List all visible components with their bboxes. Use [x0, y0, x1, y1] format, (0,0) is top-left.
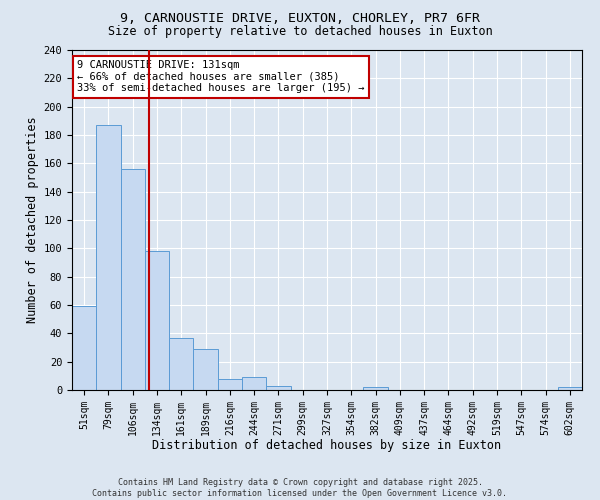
Bar — [558, 387, 582, 390]
X-axis label: Distribution of detached houses by size in Euxton: Distribution of detached houses by size … — [152, 439, 502, 452]
Text: 9, CARNOUSTIE DRIVE, EUXTON, CHORLEY, PR7 6FR: 9, CARNOUSTIE DRIVE, EUXTON, CHORLEY, PR… — [120, 12, 480, 26]
Bar — [266, 386, 290, 390]
Bar — [218, 378, 242, 390]
Text: 9 CARNOUSTIE DRIVE: 131sqm
← 66% of detached houses are smaller (385)
33% of sem: 9 CARNOUSTIE DRIVE: 131sqm ← 66% of deta… — [77, 60, 365, 94]
Bar — [242, 378, 266, 390]
Y-axis label: Number of detached properties: Number of detached properties — [26, 116, 40, 324]
Text: Contains HM Land Registry data © Crown copyright and database right 2025.
Contai: Contains HM Land Registry data © Crown c… — [92, 478, 508, 498]
Bar — [364, 387, 388, 390]
Bar — [145, 251, 169, 390]
Bar — [96, 125, 121, 390]
Bar — [121, 169, 145, 390]
Bar — [169, 338, 193, 390]
Text: Size of property relative to detached houses in Euxton: Size of property relative to detached ho… — [107, 25, 493, 38]
Bar — [193, 349, 218, 390]
Bar — [72, 306, 96, 390]
